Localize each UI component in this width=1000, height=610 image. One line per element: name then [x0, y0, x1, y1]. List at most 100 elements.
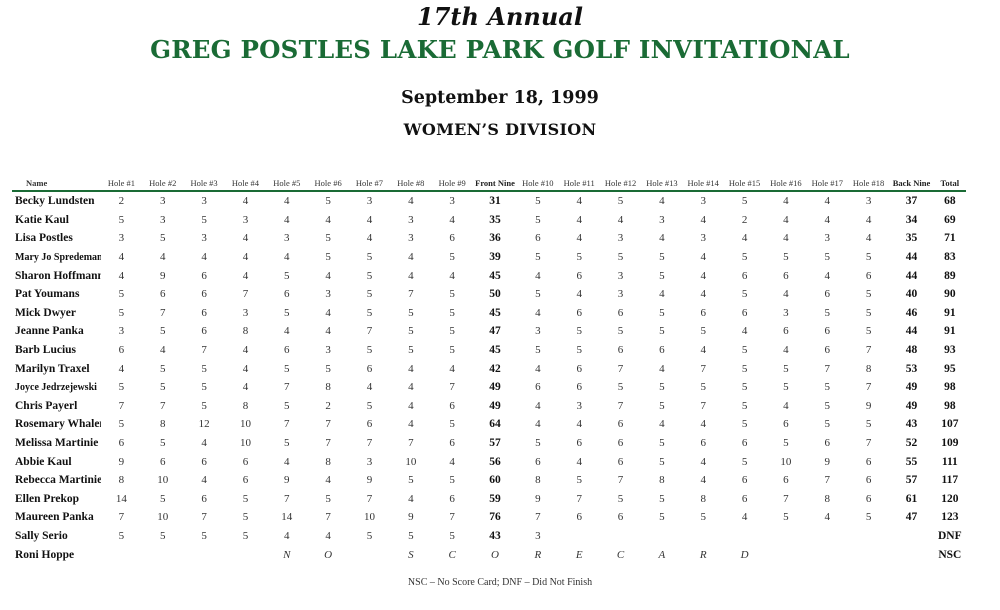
back-nine-score: 46: [905, 306, 918, 319]
hole-score: 5: [118, 381, 125, 394]
hole-score: 6: [700, 437, 706, 450]
hole-score: 3: [408, 232, 414, 245]
hole-score: 4: [535, 362, 541, 375]
hole-score: 5: [659, 269, 665, 282]
back-nine-score: 52: [905, 437, 918, 450]
hole-score: 7: [408, 288, 414, 301]
hole-score: 7: [824, 474, 831, 487]
hole-score: [183, 545, 224, 564]
hole-score: 6: [617, 437, 624, 450]
hole-score: 8: [160, 418, 166, 431]
column-header: Hole #9: [431, 176, 473, 192]
hole-score: 5: [449, 251, 455, 264]
column-header: Hole #5: [266, 176, 308, 192]
hole-score: C: [448, 548, 456, 561]
hole-score: 2: [741, 213, 748, 226]
hole-score: [225, 545, 266, 564]
hole-score: 4: [408, 492, 414, 505]
front-nine-score: 64: [489, 418, 501, 431]
hole-score: 3: [783, 306, 789, 319]
hole-score: 5: [865, 418, 872, 431]
total-score: 93: [944, 344, 956, 357]
hole-score: 7: [201, 344, 207, 357]
hole-score: [807, 545, 848, 564]
hole-score: 5: [535, 213, 541, 226]
player-name: Mick Dwyer: [15, 306, 76, 319]
hole-score: 6: [535, 381, 541, 394]
hole-score: 6: [160, 455, 166, 468]
hole-score: 7: [449, 511, 455, 524]
hole-score: 6: [201, 269, 207, 282]
hole-score: 5: [366, 251, 373, 264]
hole-score: 5: [865, 325, 872, 338]
hole-score: 5: [201, 362, 207, 375]
division-heading: WOMEN’S DIVISION: [403, 120, 597, 139]
hole-score: 7: [617, 474, 624, 487]
hole-score: 7: [865, 344, 872, 357]
front-nine-score: 35: [489, 213, 501, 226]
hole-score: 7: [865, 381, 872, 394]
total-score: 117: [941, 474, 959, 487]
hole-score: 6: [783, 269, 789, 282]
hole-score: 4: [408, 362, 414, 375]
hole-score: 6: [284, 344, 290, 357]
player-row: Mary Jo Spredemann 4 4 4 4 4 5 5 4 5 39 5 5 5 5 4 5 5 5 5 44…: [12, 248, 966, 267]
back-nine-score: 44: [905, 325, 918, 338]
front-nine-score: 56: [489, 455, 501, 468]
hole-score: 4: [700, 288, 706, 301]
hole-score: 6: [201, 288, 207, 301]
hole-score: 7: [201, 511, 207, 524]
column-header: Total: [933, 176, 966, 192]
hole-score: 7: [366, 492, 373, 505]
hole-score: 3: [366, 455, 373, 468]
player-row: Becky Lundsten 2 3 3 4 4 5 3 4 3 31 5 4 5 4 3 5 4 4 3 37 68: [12, 191, 966, 211]
hole-score: 5: [535, 344, 541, 357]
hole-score: 4: [865, 213, 872, 226]
hole-score: 4: [783, 288, 789, 301]
hole-score: 5: [617, 195, 624, 208]
hole-score: 3: [242, 213, 249, 226]
hole-score: [807, 527, 848, 546]
hole-score: 8: [325, 455, 331, 468]
hole-score: 5: [865, 288, 872, 301]
hole-score: 3: [325, 344, 331, 357]
hole-score: 8: [659, 474, 665, 487]
hole-score: 4: [449, 362, 455, 375]
hole-score: 5: [783, 511, 789, 524]
hole-score: 4: [741, 232, 748, 245]
hole-score: 4: [242, 344, 249, 357]
total-score: 91: [944, 306, 956, 319]
hole-score: 2: [325, 399, 331, 412]
hole-score: 5: [160, 232, 166, 245]
player-name: Rebecca Martinie: [15, 474, 101, 487]
hole-score: 8: [325, 381, 331, 394]
hole-score: 6: [118, 344, 125, 357]
total-score: 68: [944, 195, 956, 208]
hole-score: 7: [865, 437, 872, 450]
hole-score: 3: [617, 269, 624, 282]
hole-score: [101, 545, 142, 564]
hole-score: 7: [408, 437, 414, 450]
hole-score: 5: [865, 306, 872, 319]
hole-score: 4: [325, 474, 331, 487]
hole-score: 4: [408, 418, 414, 431]
hole-score: 4: [201, 474, 207, 487]
hole-score: 5: [783, 251, 789, 264]
total-score: 71: [944, 232, 956, 245]
hole-score: 3: [535, 325, 541, 338]
hole-score: 6: [741, 474, 748, 487]
player-name: Marilyn Traxel: [15, 362, 90, 375]
hole-score: [765, 545, 806, 564]
hole-score: 6: [201, 492, 207, 505]
hole-score: 6: [201, 455, 207, 468]
back-nine-score: 43: [905, 418, 918, 431]
hole-score: 7: [617, 362, 624, 375]
hole-score: 14: [115, 492, 127, 505]
hole-score: 6: [201, 325, 207, 338]
front-nine-score: 31: [489, 195, 501, 208]
hole-score: 6: [449, 492, 455, 505]
hole-score: 4: [700, 474, 706, 487]
hole-score: 6: [576, 306, 582, 319]
hole-score: 5: [741, 288, 748, 301]
hole-score: 3: [617, 232, 624, 245]
